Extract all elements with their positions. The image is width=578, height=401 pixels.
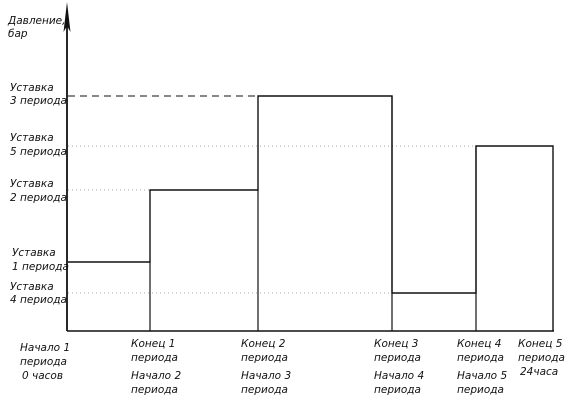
time-label-4-line-2: периода: [457, 352, 504, 364]
time-label-5: Конец 5 периода 24часа: [518, 338, 568, 378]
axis-label-line-2: бар: [8, 28, 28, 40]
setpoint-label-2-line-2: 2 периода: [10, 192, 67, 204]
setpoint-label-2-line-1: Уставка: [10, 178, 54, 190]
time-label-1-line-1: Конец 1: [131, 338, 175, 350]
setpoint-label-1-line-1: Уставка: [12, 247, 56, 259]
time-label-2-line-2: периода: [241, 352, 288, 364]
pressure-axis-arrow-icon: [63, 2, 71, 32]
time-label-1-line-3: Начало 2: [131, 370, 181, 382]
time-label-0: Начало 1 периода 0 часов: [20, 342, 73, 382]
setpoint-guides: [68, 95, 476, 294]
setpoint-label-5-line-1: Уставка: [10, 132, 54, 144]
time-label-2: Конец 2 периода Начало 3 периода: [241, 338, 294, 396]
setpoint-label-1: Уставка 1 периода: [12, 247, 69, 273]
time-label-1-line-4: периода: [131, 384, 178, 396]
time-label-4: Конец 4 периода Начало 5 периода: [457, 338, 510, 396]
time-label-4-line-3: Начало 5: [457, 370, 507, 382]
time-label-5-line-3: 24часа: [520, 366, 558, 378]
pressure-step-profile: [68, 95, 554, 331]
setpoint-label-4: Уставка 4 периода: [10, 281, 67, 306]
setpoint-label-3-line-2: 3 периода: [10, 95, 67, 107]
setpoint-label-3-line-1: Уставка: [10, 82, 54, 94]
setpoint-label-2: Уставка 2 периода: [10, 178, 67, 204]
time-label-0-line-1: Начало 1: [20, 342, 70, 354]
time-label-0-line-2: периода: [20, 356, 67, 368]
time-label-5-line-1: Конец 5: [518, 338, 563, 350]
time-label-3-line-2: периода: [374, 352, 421, 364]
time-label-3-line-3: Начало 4: [374, 370, 424, 382]
time-label-4-line-4: периода: [457, 384, 504, 396]
setpoint-label-1-line-2: 1 периода: [12, 261, 69, 273]
time-label-1: Конец 1 периода Начало 2 периода: [131, 338, 184, 396]
setpoint-label-3: Уставка 3 периода: [10, 82, 67, 107]
time-label-2-line-3: Начало 3: [241, 370, 291, 382]
time-label-2-line-1: Конец 2: [241, 338, 286, 350]
time-label-2-line-4: периода: [241, 384, 288, 396]
setpoint-label-5-line-2: 5 периода: [10, 146, 67, 158]
time-label-5-line-2: периода: [518, 352, 565, 364]
time-label-0-line-3: 0 часов: [22, 370, 63, 382]
setpoint-label-4-line-1: Уставка: [10, 281, 54, 293]
time-label-3-line-1: Конец 3: [374, 338, 418, 350]
pressure-axis-label: Давление, бар: [7, 15, 69, 40]
axis-label-line-1: Давление,: [7, 15, 65, 27]
setpoint-label-5: Уставка 5 периода: [10, 132, 67, 158]
time-label-3-line-4: периода: [374, 384, 421, 396]
time-label-1-line-2: периода: [131, 352, 178, 364]
time-label-3: Конец 3 периода Начало 4 периода: [374, 338, 427, 396]
time-label-4-line-1: Конец 4: [457, 338, 501, 350]
setpoint-label-4-line-2: 4 периода: [10, 294, 67, 306]
